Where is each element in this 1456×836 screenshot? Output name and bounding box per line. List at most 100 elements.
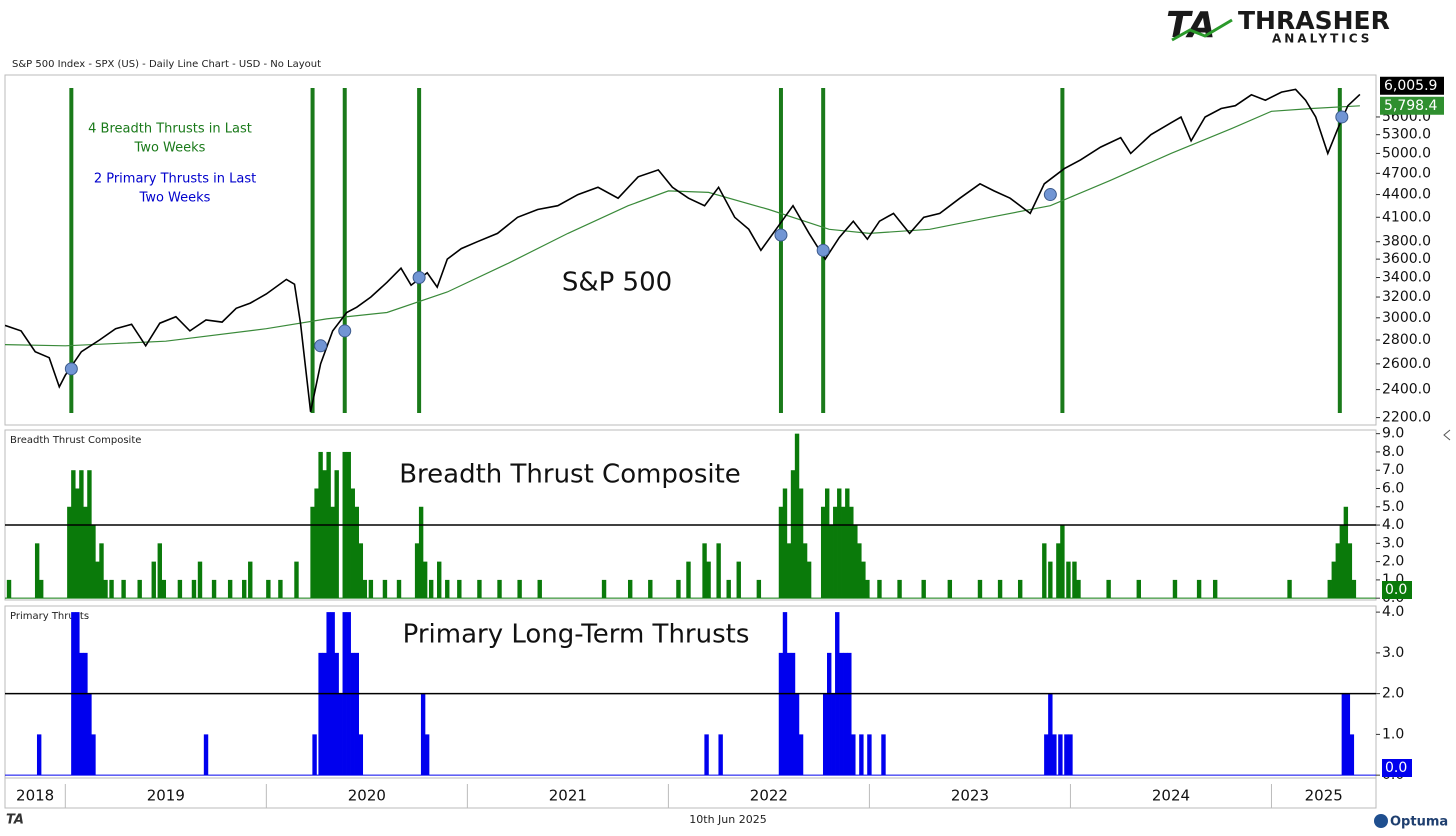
bar: [847, 652, 852, 776]
bar: [1052, 734, 1057, 776]
bar: [851, 734, 856, 776]
bar: [350, 488, 355, 599]
bar: [1136, 579, 1141, 599]
bar: [91, 734, 96, 776]
bar: [362, 579, 368, 599]
bar: [861, 561, 866, 599]
bar: [396, 579, 402, 599]
bar: [6, 579, 12, 599]
bar: [881, 734, 886, 776]
y-tick-label: 3400.0: [1382, 270, 1431, 286]
panel-frame: [4, 429, 1377, 601]
bar: [121, 579, 126, 599]
bar: [83, 652, 88, 776]
bar: [350, 652, 355, 776]
x-tick-label: 2019: [147, 787, 185, 805]
bar: [798, 734, 804, 776]
bar: [1349, 734, 1355, 776]
x-tick-label: 2022: [750, 787, 788, 805]
bar: [865, 579, 870, 599]
collapse-arrow[interactable]: [1443, 429, 1451, 441]
y-tick-label: 3800.0: [1382, 234, 1431, 250]
panel-label: Breadth Thrust Composite: [10, 435, 141, 446]
bar: [38, 579, 44, 599]
value-badge-label: 0.0: [1385, 760, 1407, 776]
bar: [75, 488, 80, 599]
x-tick-label: 2018: [16, 787, 54, 805]
y-tick-label: 2600.0: [1382, 356, 1431, 372]
bar: [1042, 543, 1047, 599]
thrust-dot: [338, 324, 352, 338]
bar: [1048, 561, 1053, 599]
bar: [1048, 693, 1053, 776]
bar: [716, 543, 721, 599]
bar: [702, 543, 707, 599]
bar: [497, 579, 502, 599]
bar: [857, 543, 862, 599]
bar: [726, 579, 731, 599]
bar: [318, 652, 323, 776]
y-tick-label: 4100.0: [1382, 209, 1431, 225]
bar: [322, 470, 327, 599]
y-tick-label: 2200.0: [1382, 410, 1431, 426]
bar: [294, 561, 299, 599]
bar: [420, 693, 426, 776]
bar: [833, 506, 838, 599]
bar: [354, 506, 359, 599]
plot-area: [5, 88, 1361, 413]
bar: [191, 579, 197, 599]
bar: [859, 734, 864, 776]
footer-brand: Optuma: [1390, 815, 1448, 830]
bar: [1072, 561, 1077, 599]
bar: [1343, 506, 1349, 599]
bar: [1060, 525, 1065, 599]
bar: [358, 543, 364, 599]
annotation: Two Weeks: [134, 141, 206, 156]
bar: [79, 470, 84, 599]
value-badge: [1382, 759, 1412, 777]
x-tick-label: 2023: [951, 787, 989, 805]
bar: [921, 579, 926, 599]
bar: [314, 488, 319, 599]
bar: [1335, 543, 1341, 599]
bar: [820, 506, 826, 599]
annotation: 4 Breadth Thrusts in Last: [88, 122, 252, 137]
bar: [1064, 734, 1069, 776]
bar: [151, 561, 156, 599]
bar: [798, 488, 804, 599]
bar: [445, 579, 450, 599]
bar: [354, 652, 359, 776]
bar: [79, 652, 84, 776]
y-tick-label: 2800.0: [1382, 332, 1431, 348]
bar: [99, 543, 104, 599]
bar: [197, 561, 203, 599]
bar: [778, 506, 784, 599]
bar: [704, 734, 709, 776]
y-tick-label: 6.0: [1382, 480, 1404, 496]
chart-subtitle: S&P 500 Index - SPX (US) - Daily Line Ch…: [12, 59, 321, 70]
bar: [457, 579, 462, 599]
bar: [137, 579, 142, 599]
thrust-dot: [774, 228, 788, 242]
y-tick-label: 2.0: [1382, 686, 1404, 702]
bar: [424, 734, 430, 776]
bar: [242, 579, 247, 599]
y-tick-label: 3200.0: [1382, 289, 1431, 305]
bar: [71, 470, 76, 599]
bar: [601, 579, 607, 599]
bar: [1068, 734, 1073, 776]
bar: [34, 543, 40, 599]
bar: [794, 693, 800, 776]
y-tick-label: 3600.0: [1382, 251, 1431, 267]
value-badge: [1380, 96, 1444, 115]
bar: [648, 579, 653, 599]
bar: [1345, 693, 1351, 776]
bar: [211, 579, 217, 599]
bar: [278, 579, 283, 599]
y-tick-label: 5300.0: [1382, 127, 1431, 143]
footer-date: 10th Jun 2025: [689, 813, 766, 826]
bar: [358, 734, 364, 776]
x-tick-label: 2020: [348, 787, 386, 805]
y-tick-label: 4400.0: [1382, 187, 1431, 203]
